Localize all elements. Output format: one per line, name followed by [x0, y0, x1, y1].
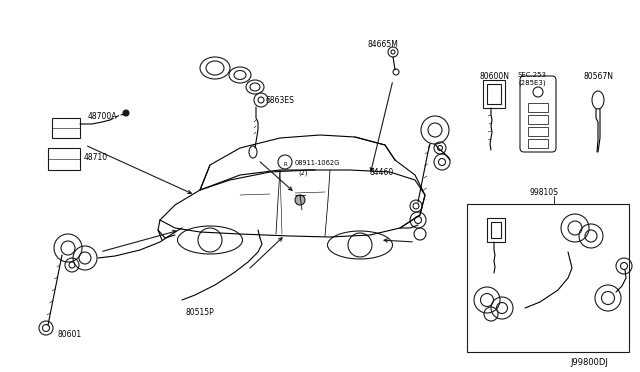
- Text: 6863ES: 6863ES: [265, 96, 294, 105]
- Text: J99800DJ: J99800DJ: [570, 358, 608, 367]
- Text: 84665M: 84665M: [367, 40, 398, 49]
- Bar: [52, 118, 80, 138]
- Bar: [487, 218, 505, 242]
- Text: 08911-1062G: 08911-1062G: [295, 160, 340, 166]
- Text: 99810S: 99810S: [530, 188, 559, 197]
- Text: 80601: 80601: [58, 330, 82, 339]
- Bar: [491, 222, 501, 238]
- Text: (2): (2): [298, 170, 307, 176]
- Text: R: R: [283, 163, 287, 167]
- Text: 48710: 48710: [84, 153, 108, 162]
- Text: 80515P: 80515P: [185, 308, 214, 317]
- Text: 84460: 84460: [370, 168, 394, 177]
- Text: 48700A: 48700A: [88, 112, 118, 121]
- Circle shape: [123, 110, 129, 116]
- Circle shape: [278, 155, 292, 169]
- Bar: [487, 84, 501, 104]
- Bar: [48, 148, 80, 170]
- Text: (285E3): (285E3): [518, 80, 546, 87]
- Text: 80567N: 80567N: [584, 72, 614, 81]
- Bar: [528, 139, 548, 148]
- Bar: [528, 103, 548, 112]
- Bar: [528, 115, 548, 124]
- Bar: [483, 80, 505, 108]
- Bar: [528, 127, 548, 136]
- Bar: [467, 204, 629, 352]
- Circle shape: [295, 195, 305, 205]
- Text: SEC.253: SEC.253: [518, 72, 547, 78]
- Text: 80600N: 80600N: [480, 72, 510, 81]
